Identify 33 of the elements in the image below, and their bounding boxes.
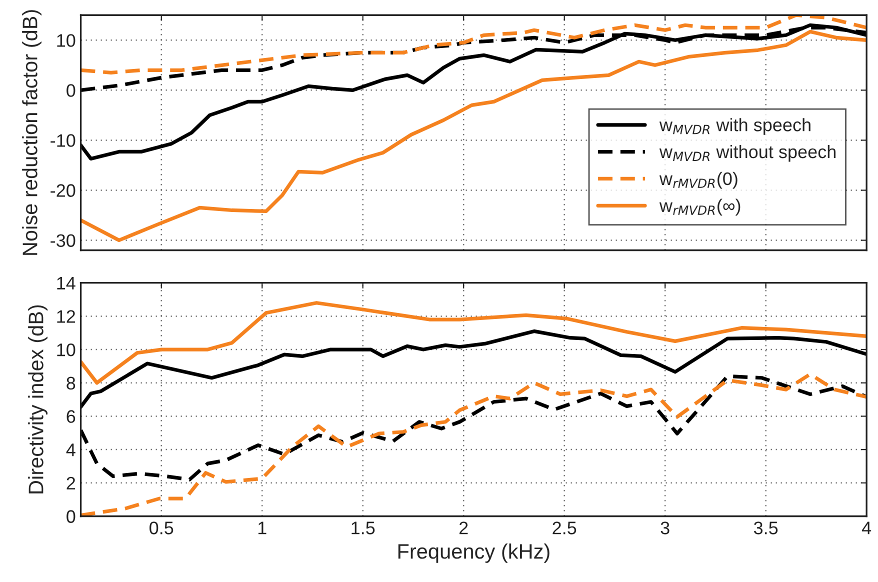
legend-label: w$_{MVDR}$ without speech: [659, 144, 836, 162]
y-tick-label: 10: [57, 343, 76, 356]
line-series: [80, 23, 867, 161]
y-tick-label: 10: [57, 34, 76, 47]
y-tick-label: -10: [50, 134, 76, 147]
y-tick-label: -30: [50, 234, 76, 247]
legend-label: w$_{rMVDR}$(0): [659, 172, 738, 189]
line-series: [80, 329, 867, 409]
x-tick-label: 0.5: [150, 522, 174, 534]
y-tick-label: 12: [57, 310, 76, 323]
y-tick-label: 8: [66, 376, 76, 390]
x-tick-label: 2: [459, 522, 468, 534]
x-tick-label: 4: [862, 522, 872, 534]
x-tick-label: 1: [258, 522, 266, 534]
line-series: [80, 301, 867, 385]
x-tick-label: 2.5: [552, 522, 576, 534]
y-tick-label: -20: [50, 184, 76, 197]
y-tick-label: 0: [66, 510, 76, 523]
x-tick-label: 1.5: [352, 522, 375, 534]
y-axis-title: Noise reduction factor (dB): [22, 10, 42, 255]
line-series: [80, 30, 867, 242]
legend-label: w$_{rMVDR}$(∞): [659, 198, 740, 216]
y-tick-label: 2: [66, 476, 76, 490]
y-tick-label: 0: [66, 84, 76, 97]
y-tick-label: 4: [66, 444, 76, 456]
x-tick-label: 3: [660, 522, 670, 534]
y-tick-label: 6: [66, 410, 76, 423]
x-tick-label: 3.5: [754, 522, 778, 534]
y-axis-title: Directivity index (dB): [28, 305, 48, 494]
y-tick-label: 14: [57, 276, 76, 290]
line-series: [80, 374, 867, 482]
x-axis-title: Frequency (kHz): [398, 543, 550, 563]
legend-label: w$_{MVDR}$ with speech: [659, 118, 810, 135]
